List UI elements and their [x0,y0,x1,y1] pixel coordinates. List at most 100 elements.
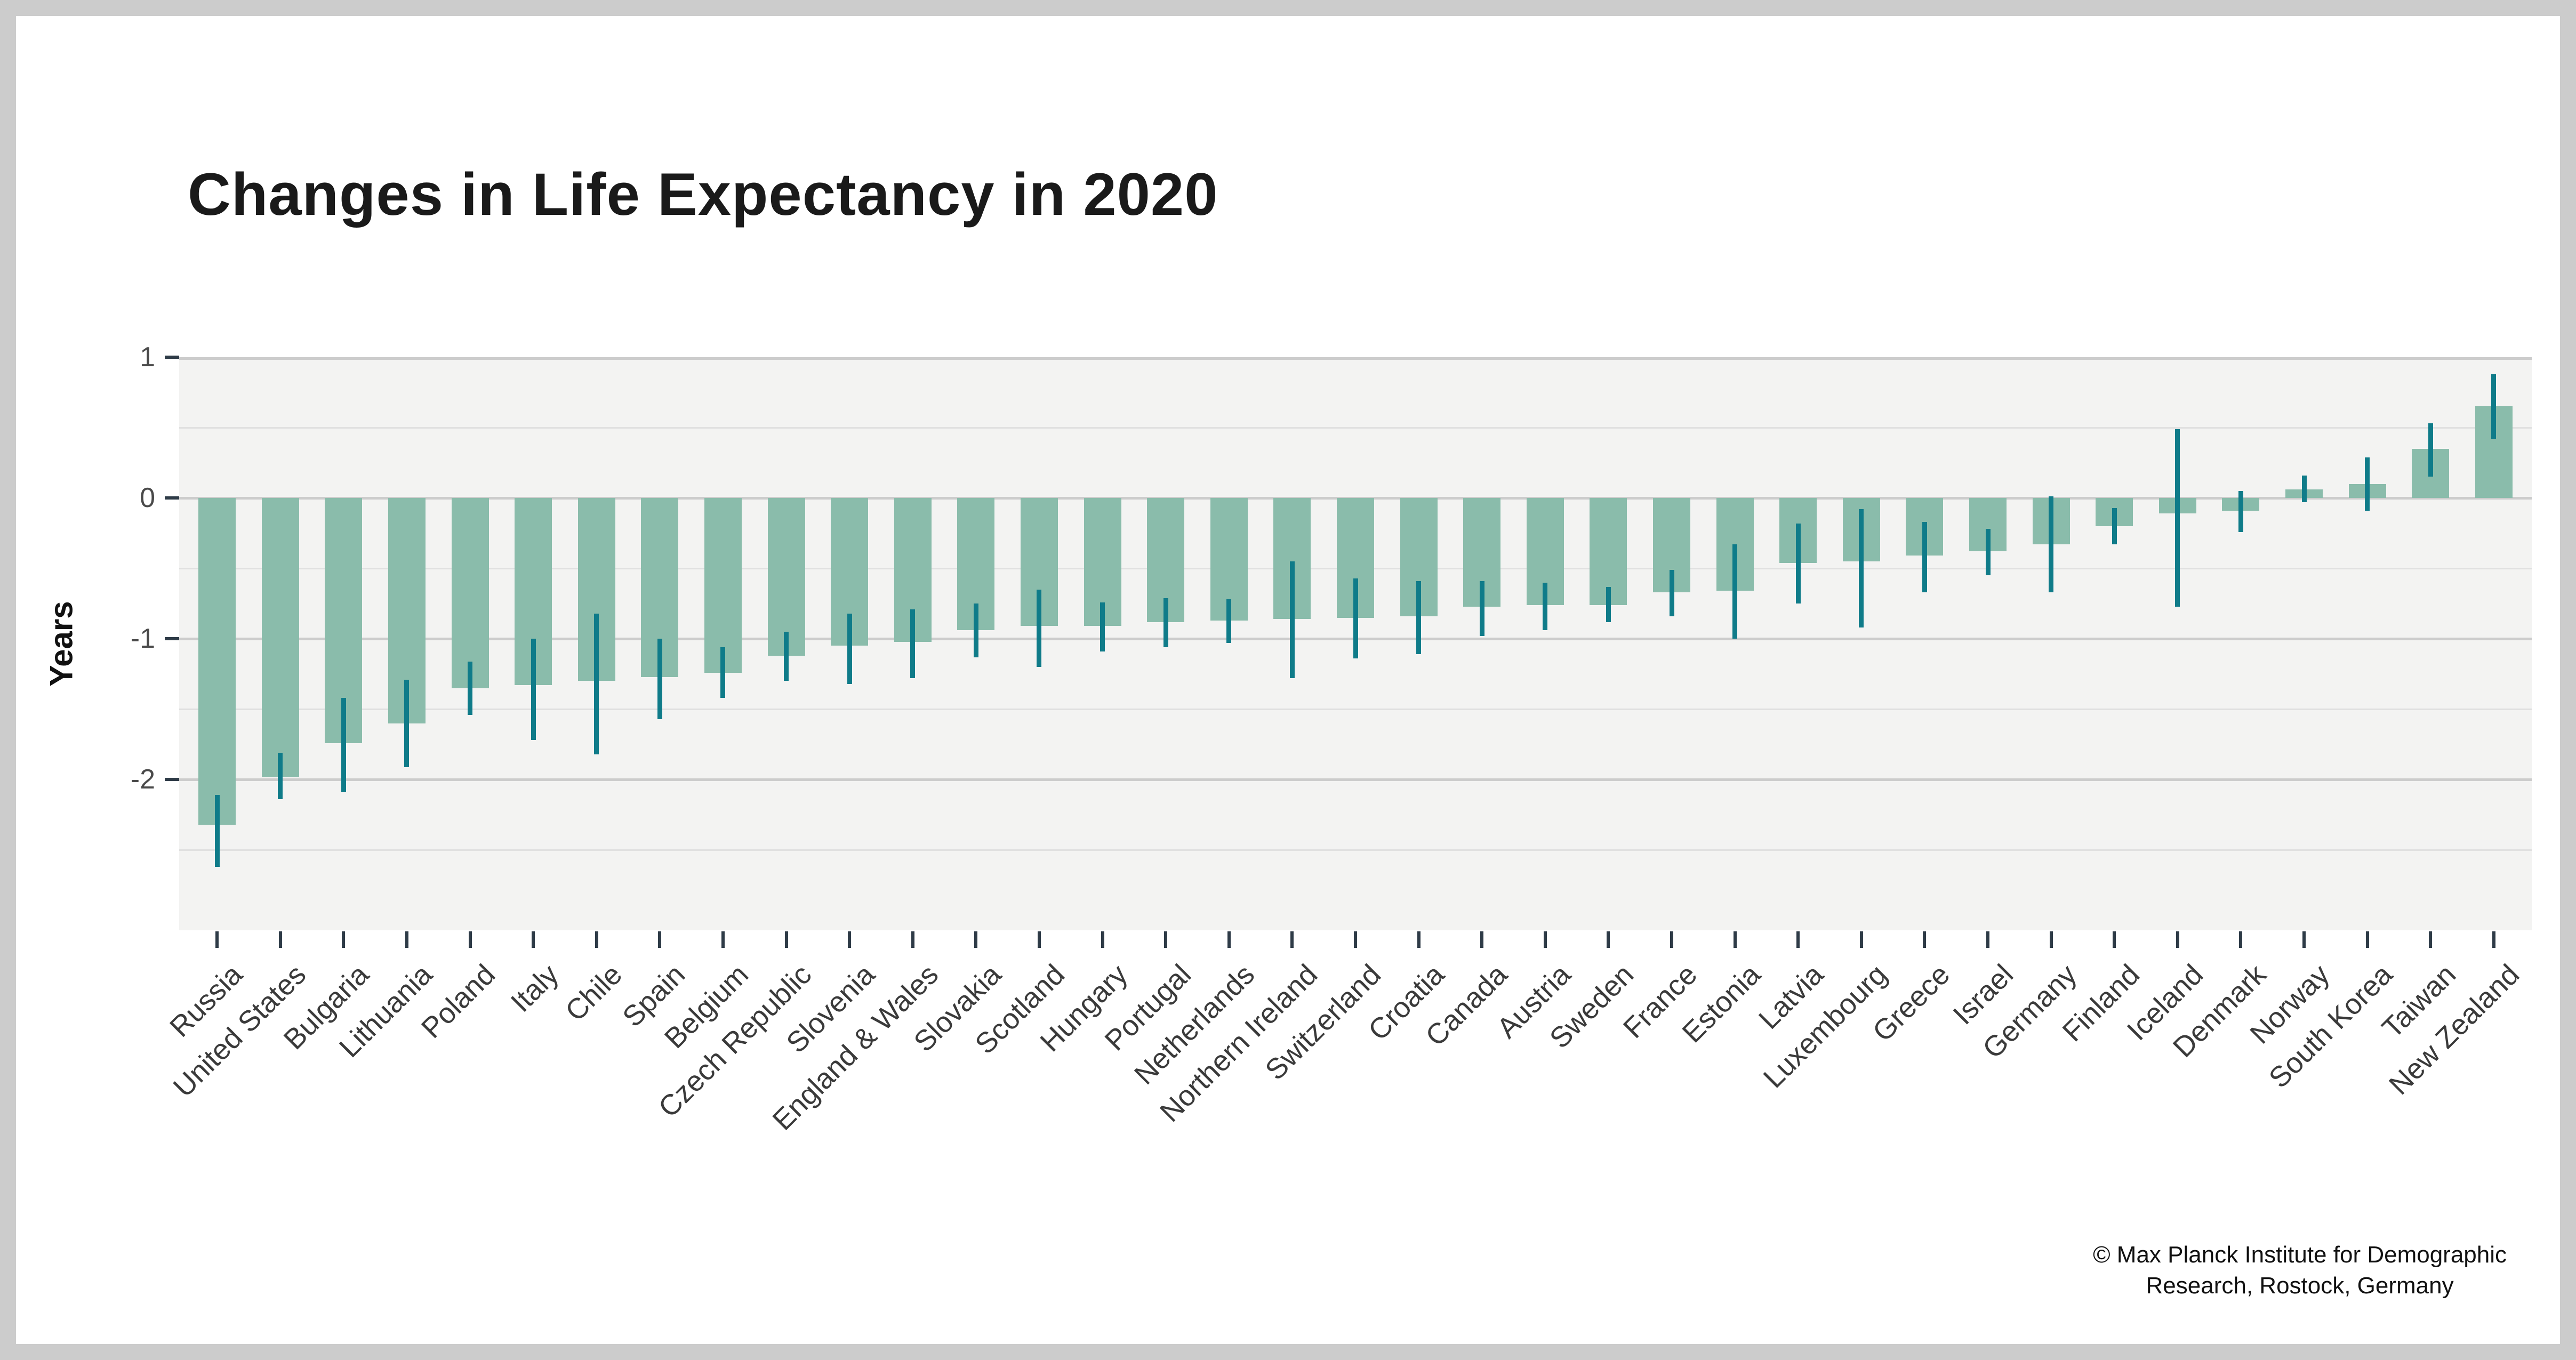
copyright-line-1: © Max Planck Institute for Demographic [2093,1242,2507,1268]
copyright-note: © Max Planck Institute for Demographic R… [2093,1240,2507,1301]
x-tick [721,931,725,948]
x-tick [1417,931,1421,948]
x-tick [2365,931,2369,948]
error-bar [2301,475,2307,503]
error-bar [468,661,473,715]
bar [451,498,489,688]
error-bar [1669,569,1674,616]
error-bar [2428,423,2433,477]
error-bar [1606,586,1611,622]
x-tick [1037,931,1041,948]
error-bar [1037,589,1042,667]
chart-title: Changes in Life Expectancy in 2020 [188,161,1218,228]
x-tick [1480,931,1484,948]
error-bar [1985,529,1991,576]
x-tick [1923,931,1927,948]
gridline-major [179,357,2532,360]
y-tick [165,496,179,500]
bar [767,498,805,656]
bar [261,498,299,777]
x-tick [468,931,472,948]
error-bar [2175,429,2180,607]
y-tick [165,637,179,641]
gridline-major [179,778,2532,781]
x-tick [1733,931,1737,948]
copyright-line-2: Research, Rostock, Germany [2146,1273,2454,1299]
x-tick [784,931,788,948]
plot-panel [179,357,2532,930]
error-bar [1795,523,1801,604]
error-bar [1100,602,1105,652]
y-tick [165,356,179,359]
x-tick [1796,931,1800,948]
x-tick [2429,931,2433,948]
error-bar [214,795,220,867]
x-tick-label: Italy [504,958,565,1019]
x-tick [342,931,346,948]
y-tick-label: 1 [140,342,155,373]
x-tick [1227,931,1231,948]
error-bar [1479,581,1484,636]
error-bar [2365,457,2370,511]
x-tick [215,931,219,948]
y-tick-label: -2 [130,764,155,795]
error-bar [1922,522,1927,593]
x-tick-label: Chile [559,958,628,1028]
error-bar [847,613,852,684]
error-bar [1226,599,1232,643]
x-tick [2302,931,2306,948]
x-tick [1543,931,1547,948]
x-tick [1164,931,1168,948]
x-tick [1290,931,1294,948]
error-bar [784,632,789,681]
x-tick [974,931,978,948]
gridline-minor [179,849,2532,851]
error-bar [1543,582,1548,631]
y-tick-label: 0 [140,482,155,514]
gridline-minor [179,426,2532,429]
chart-card: Changes in Life Expectancy in 2020 Years… [16,16,2560,1344]
x-tick [1859,931,1863,948]
error-bar [973,603,978,657]
error-bar [531,639,536,741]
bar [198,498,236,825]
gridline-minor [179,708,2532,710]
error-bar [910,609,916,679]
x-tick [1986,931,1990,948]
error-bar [1163,598,1168,648]
error-bar [341,698,346,793]
error-bar [2238,490,2243,532]
error-bar [2112,508,2117,545]
x-tick [2239,931,2243,948]
error-bar [594,613,599,754]
x-tick [595,931,598,948]
y-tick [165,778,179,782]
y-tick-label: -1 [130,623,155,655]
x-tick [1670,931,1673,948]
x-tick [1101,931,1104,948]
bar [704,498,742,673]
x-tick [848,931,852,948]
error-bar [1289,561,1295,679]
x-tick [911,931,914,948]
error-bar [2491,374,2497,439]
x-tick [658,931,662,948]
x-tick [1354,931,1357,948]
x-tick [2049,931,2053,948]
x-tick [405,931,408,948]
error-bar [1353,578,1358,659]
error-bar [720,647,726,698]
error-bar [1416,581,1422,655]
error-bar [657,639,662,719]
x-tick [2176,931,2179,948]
error-bar [1732,544,1738,639]
x-tick [2492,931,2495,948]
x-tick [532,931,535,948]
x-tick [278,931,282,948]
error-bar [2049,496,2054,593]
error-bar [278,753,283,800]
x-tick [2113,931,2116,948]
error-bar [1859,509,1864,628]
error-bar [404,679,410,767]
